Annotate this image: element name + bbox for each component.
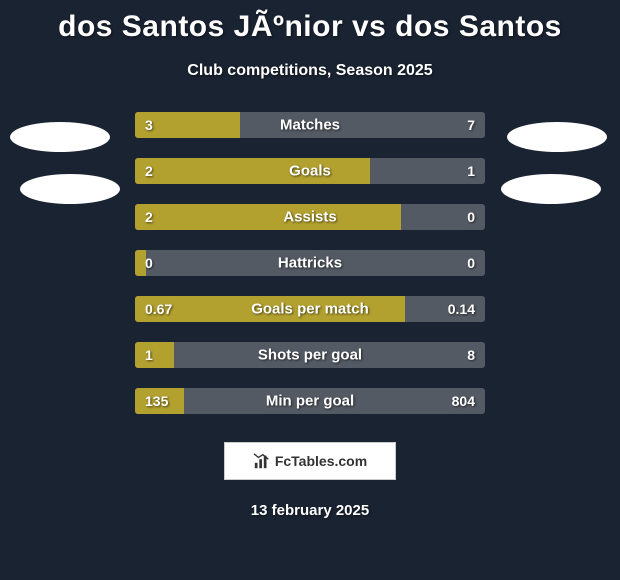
bar-label: Matches bbox=[135, 117, 485, 134]
page-title: dos Santos JÃºnior vs dos Santos bbox=[0, 0, 620, 44]
bar-label: Goals per match bbox=[135, 301, 485, 318]
bar-row-assists: 2 Assists 0 bbox=[135, 204, 485, 230]
chart-bars-icon bbox=[253, 452, 271, 470]
value-right: 7 bbox=[467, 117, 475, 133]
bar-row-goals: 2 Goals 1 bbox=[135, 158, 485, 184]
value-right: 0 bbox=[467, 255, 475, 271]
bars-container: 3 Matches 7 2 Goals 1 2 Assists 0 0 Hatt… bbox=[135, 112, 485, 434]
avatar-left-player-2 bbox=[20, 174, 120, 204]
bar-label: Min per goal bbox=[135, 393, 485, 410]
date-label: 13 february 2025 bbox=[0, 502, 620, 519]
bar-row-matches: 3 Matches 7 bbox=[135, 112, 485, 138]
avatar-right-player-2 bbox=[501, 174, 601, 204]
bar-row-shots-per-goal: 1 Shots per goal 8 bbox=[135, 342, 485, 368]
value-right: 8 bbox=[467, 347, 475, 363]
value-right: 1 bbox=[467, 163, 475, 179]
watermark: FcTables.com bbox=[224, 442, 396, 480]
subtitle: Club competitions, Season 2025 bbox=[0, 62, 620, 80]
avatar-left-player-1 bbox=[10, 122, 110, 152]
bar-row-goals-per-match: 0.67 Goals per match 0.14 bbox=[135, 296, 485, 322]
bar-label: Shots per goal bbox=[135, 347, 485, 364]
bar-row-hattricks: 0 Hattricks 0 bbox=[135, 250, 485, 276]
bar-row-min-per-goal: 135 Min per goal 804 bbox=[135, 388, 485, 414]
value-right: 804 bbox=[452, 393, 475, 409]
bar-label: Goals bbox=[135, 163, 485, 180]
value-right: 0 bbox=[467, 209, 475, 225]
watermark-text: FcTables.com bbox=[275, 453, 367, 469]
bar-label: Assists bbox=[135, 209, 485, 226]
bar-label: Hattricks bbox=[135, 255, 485, 272]
value-right: 0.14 bbox=[448, 301, 475, 317]
avatar-right-player-1 bbox=[507, 122, 607, 152]
